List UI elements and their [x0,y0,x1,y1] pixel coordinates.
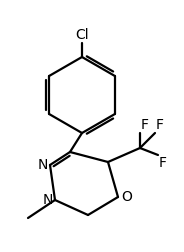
Text: F: F [159,156,167,170]
Text: Cl: Cl [75,28,89,42]
Text: N: N [43,193,53,207]
Text: F: F [156,118,164,132]
Text: F: F [141,118,149,132]
Text: O: O [121,190,132,204]
Text: N: N [38,158,48,172]
